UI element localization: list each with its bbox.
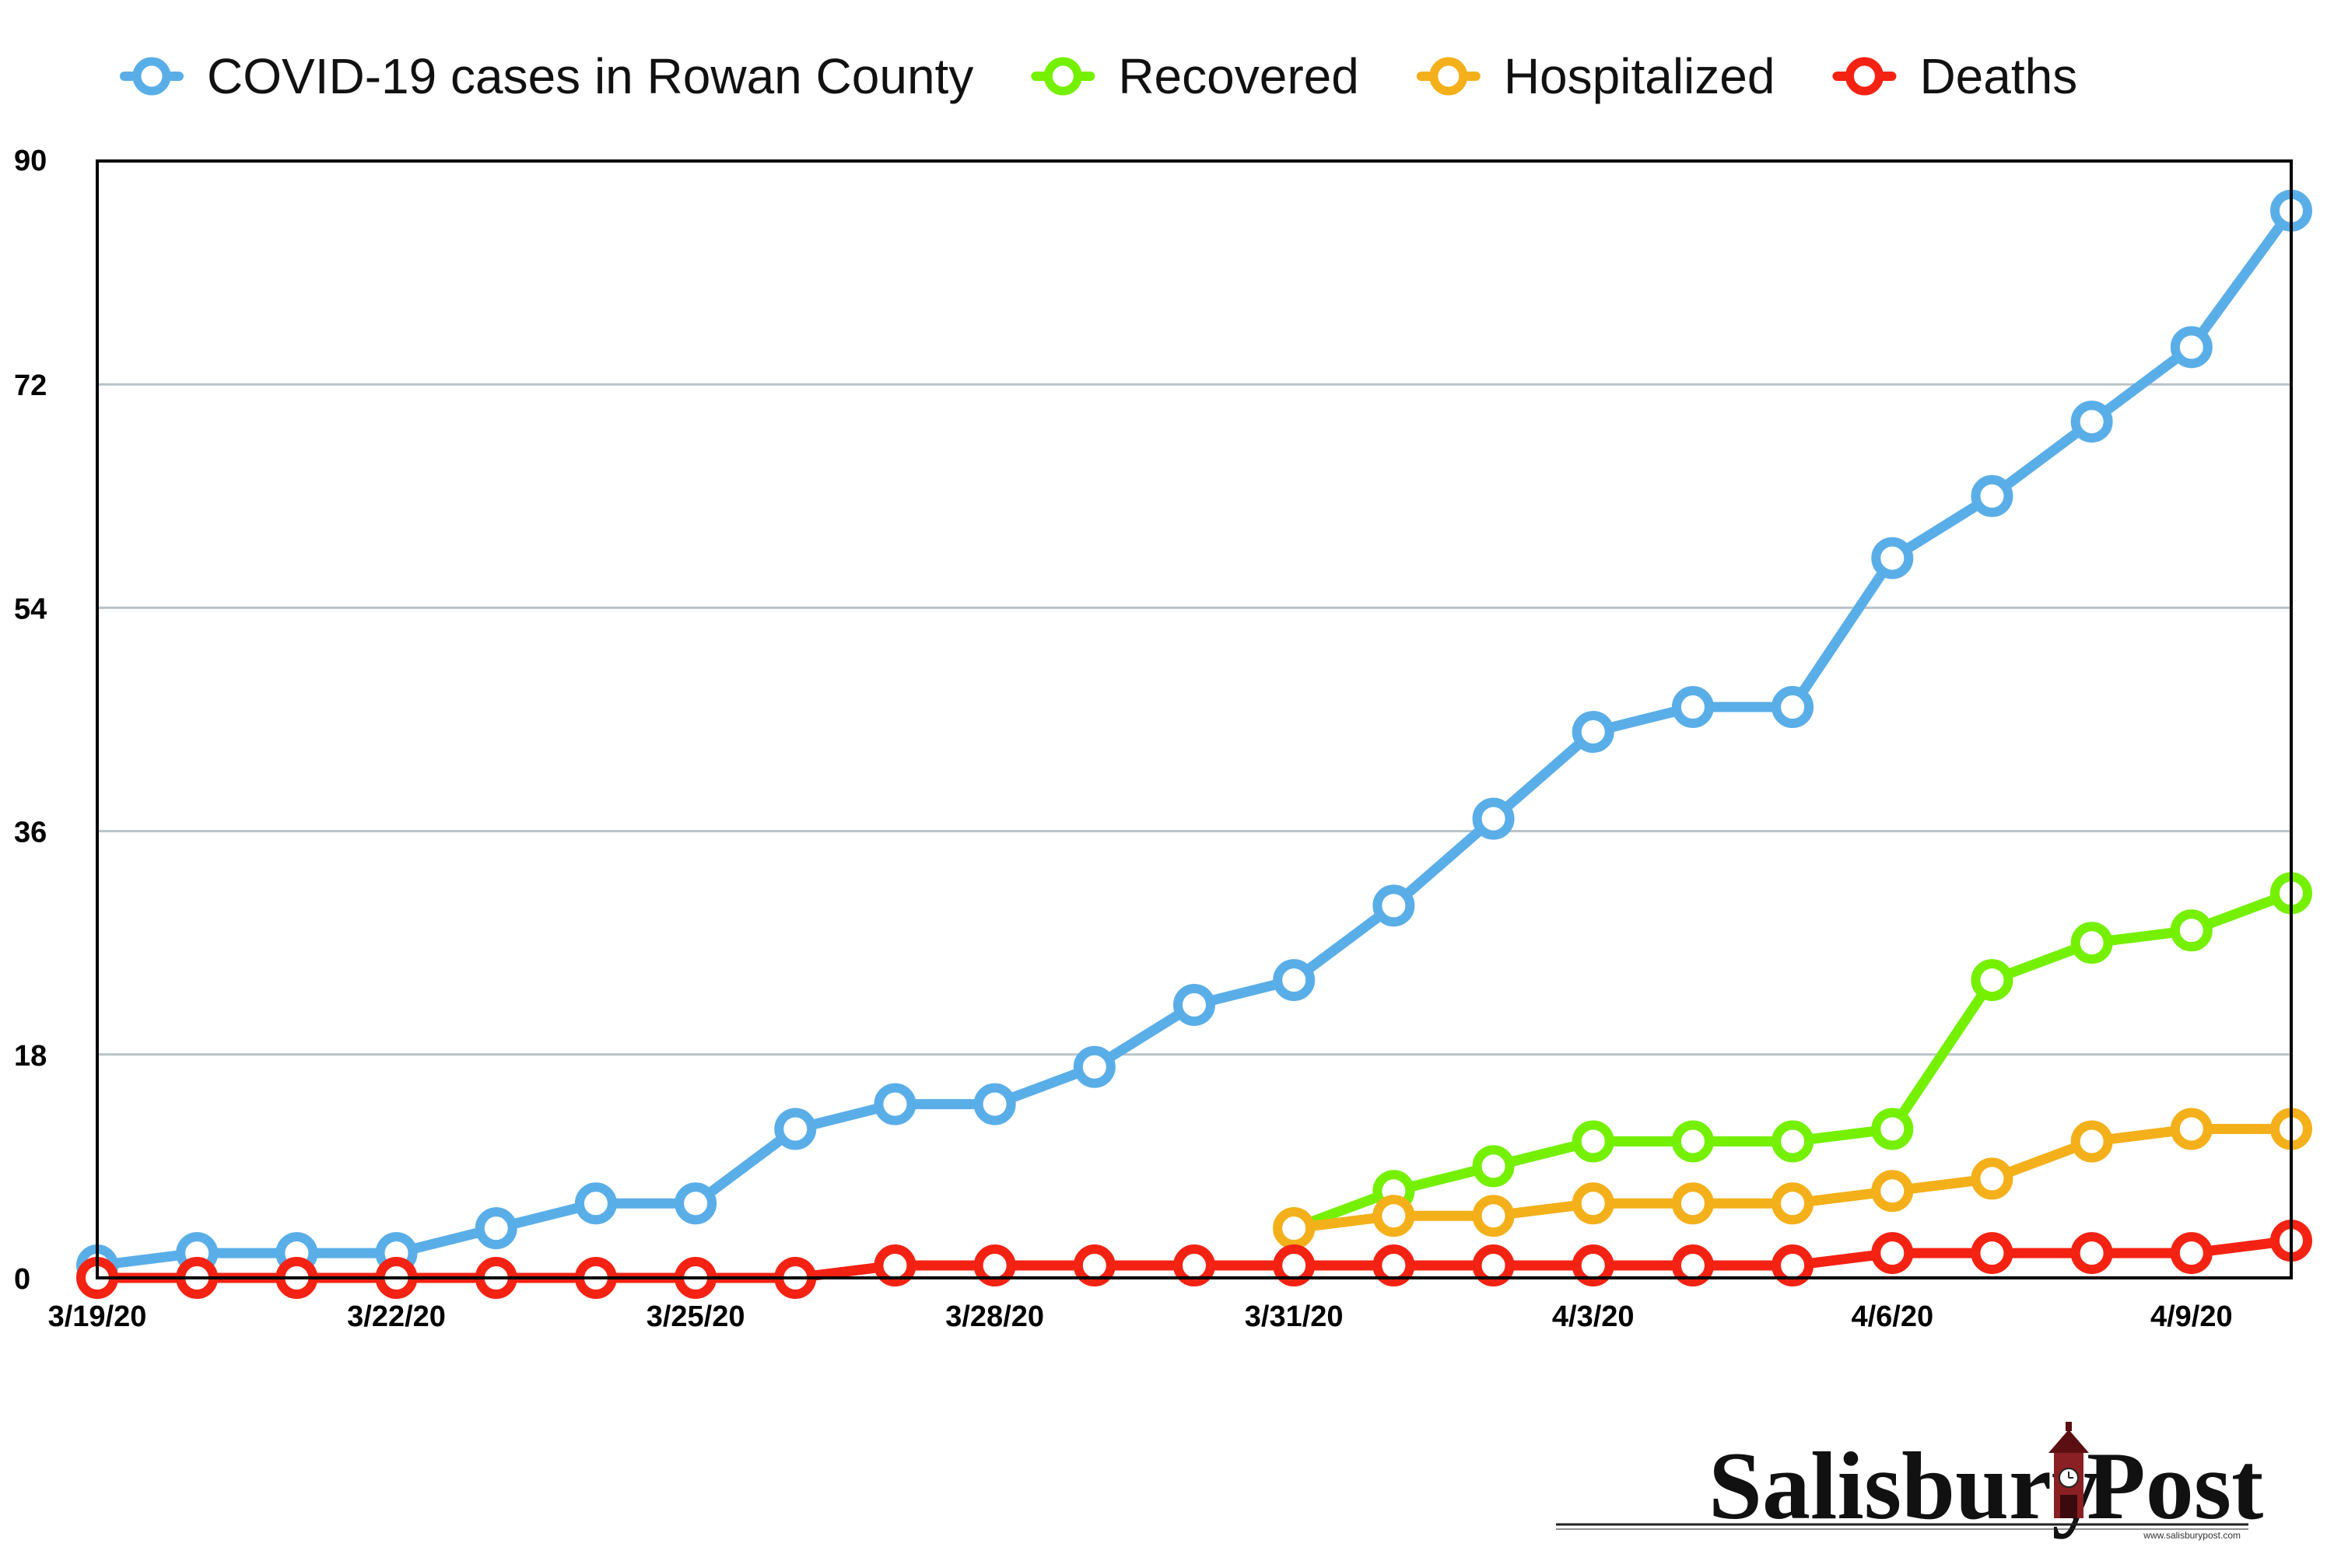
x-tick-label: 3/19/20 — [48, 1300, 147, 1333]
data-point-covid-19-cases-in-rowan-county — [574, 1182, 617, 1225]
legend: COVID-19 cases in Rowan County Recovered H… — [120, 48, 2077, 104]
data-point-recovered — [1772, 1120, 1814, 1163]
data-point-covid-19-cases-in-rowan-county — [1671, 686, 1714, 729]
data-point-covid-19-cases-in-rowan-county — [1971, 474, 2013, 517]
x-tick-label: 4/3/20 — [1552, 1300, 1635, 1333]
data-point-recovered — [1572, 1120, 1614, 1163]
legend-label: Deaths — [1919, 48, 2077, 104]
data-point-deaths — [1372, 1244, 1415, 1287]
legend-item-hospitalized: Hospitalized — [1416, 48, 1775, 104]
data-point-hospitalized — [1372, 1195, 1415, 1237]
data-point-covid-19-cases-in-rowan-county — [874, 1083, 916, 1125]
y-axis-ticks: 0 18 36 54 72 90 — [14, 145, 47, 1296]
data-point-covid-19-cases-in-rowan-county — [774, 1108, 817, 1150]
data-point-deaths — [874, 1244, 916, 1287]
x-tick-label: 3/22/20 — [347, 1300, 446, 1333]
data-point-covid-19-cases-in-rowan-county — [1871, 537, 1914, 579]
y-tick-label: 0 — [14, 1263, 30, 1296]
brand-name-right: Post — [2087, 1433, 2263, 1539]
data-point-deaths — [1572, 1244, 1614, 1287]
legend-label: COVID-19 cases in Rowan County — [207, 48, 973, 104]
data-point-covid-19-cases-in-rowan-county — [2070, 401, 2113, 443]
data-point-recovered — [1671, 1120, 1714, 1163]
data-point-recovered — [2070, 922, 2113, 964]
data-point-hospitalized — [1971, 1157, 2013, 1200]
series-points — [76, 189, 2312, 1299]
data-point-covid-19-cases-in-rowan-county — [675, 1182, 717, 1225]
legend-swatch-marker — [1043, 57, 1082, 96]
plot-frame — [96, 159, 2293, 1279]
legend-swatch-marker — [1429, 57, 1468, 96]
series-line-recovered — [1288, 887, 2297, 1234]
data-point-covid-19-cases-in-rowan-county — [475, 1207, 517, 1250]
legend-label: Hospitalized — [1504, 48, 1775, 104]
x-tick-label: 4/9/20 — [2150, 1300, 2233, 1333]
legend-label: Recovered — [1118, 48, 1359, 104]
data-point-hospitalized — [2170, 1108, 2213, 1150]
x-tick-label: 3/28/20 — [945, 1300, 1044, 1333]
legend-swatch-marker — [132, 57, 171, 96]
data-point-deaths — [1273, 1244, 1316, 1287]
brand-url: www.salisburypost.com — [2143, 1530, 2241, 1541]
data-point-hospitalized — [1472, 1195, 1515, 1237]
series-lines — [92, 205, 2297, 1283]
x-tick-label: 3/25/20 — [647, 1300, 745, 1333]
data-point-covid-19-cases-in-rowan-county — [1173, 983, 1215, 1026]
data-point-covid-19-cases-in-rowan-county — [2170, 326, 2213, 369]
x-axis-ticks: 3/19/20 3/22/20 3/25/20 3/28/20 3/31/20 4/3/2… — [48, 1300, 2233, 1333]
gridlines — [97, 383, 2291, 1056]
data-point-recovered — [1871, 1108, 1914, 1150]
data-point-deaths — [973, 1244, 1016, 1287]
y-tick-label: 90 — [14, 145, 47, 177]
data-point-hospitalized — [2070, 1120, 2113, 1163]
data-point-covid-19-cases-in-rowan-county — [1472, 797, 1515, 840]
legend-item-covid-19-cases-in-rowan-county: COVID-19 cases in Rowan County — [120, 48, 973, 104]
salisbury-post-logo: Salisbury Post www.salisburypost.com — [1556, 1422, 2263, 1541]
data-point-covid-19-cases-in-rowan-county — [1372, 884, 1415, 927]
x-tick-label: 4/6/20 — [1851, 1300, 1933, 1333]
data-point-recovered — [1472, 1145, 1515, 1188]
data-point-deaths — [1871, 1232, 1914, 1275]
legend-swatch-marker — [1845, 57, 1884, 96]
data-point-covid-19-cases-in-rowan-county — [1572, 710, 1614, 753]
data-point-deaths — [1173, 1244, 1215, 1287]
legend-item-recovered: Recovered — [1031, 48, 1359, 104]
data-point-hospitalized — [1671, 1182, 1714, 1225]
data-point-covid-19-cases-in-rowan-county — [973, 1083, 1016, 1125]
data-point-deaths — [1472, 1244, 1515, 1287]
data-point-deaths — [1671, 1244, 1714, 1287]
data-point-hospitalized — [1273, 1207, 1316, 1250]
series-line-covid-19-cases-in-rowan-county — [92, 205, 2297, 1271]
data-point-deaths — [1772, 1244, 1814, 1287]
y-tick-label: 54 — [14, 593, 47, 625]
data-point-recovered — [2170, 909, 2213, 952]
data-point-hospitalized — [1572, 1182, 1614, 1225]
clock-tower-icon — [2048, 1422, 2089, 1518]
data-point-hospitalized — [1772, 1182, 1814, 1225]
data-point-covid-19-cases-in-rowan-county — [1073, 1045, 1116, 1088]
data-point-deaths — [1073, 1244, 1116, 1287]
y-tick-label: 72 — [14, 369, 47, 402]
y-tick-label: 36 — [14, 817, 47, 849]
data-point-covid-19-cases-in-rowan-county — [1772, 686, 1814, 729]
data-point-deaths — [2070, 1232, 2113, 1275]
data-point-recovered — [1971, 959, 2013, 1002]
brand-name-left: Salisbury — [1708, 1433, 2100, 1539]
y-tick-label: 18 — [14, 1040, 47, 1073]
x-tick-label: 3/31/20 — [1245, 1300, 1344, 1333]
data-point-hospitalized — [1871, 1170, 1914, 1213]
data-point-covid-19-cases-in-rowan-county — [1273, 959, 1316, 1002]
legend-item-deaths: Deaths — [1832, 48, 2077, 104]
data-point-deaths — [1971, 1232, 2013, 1275]
data-point-deaths — [2170, 1232, 2213, 1275]
